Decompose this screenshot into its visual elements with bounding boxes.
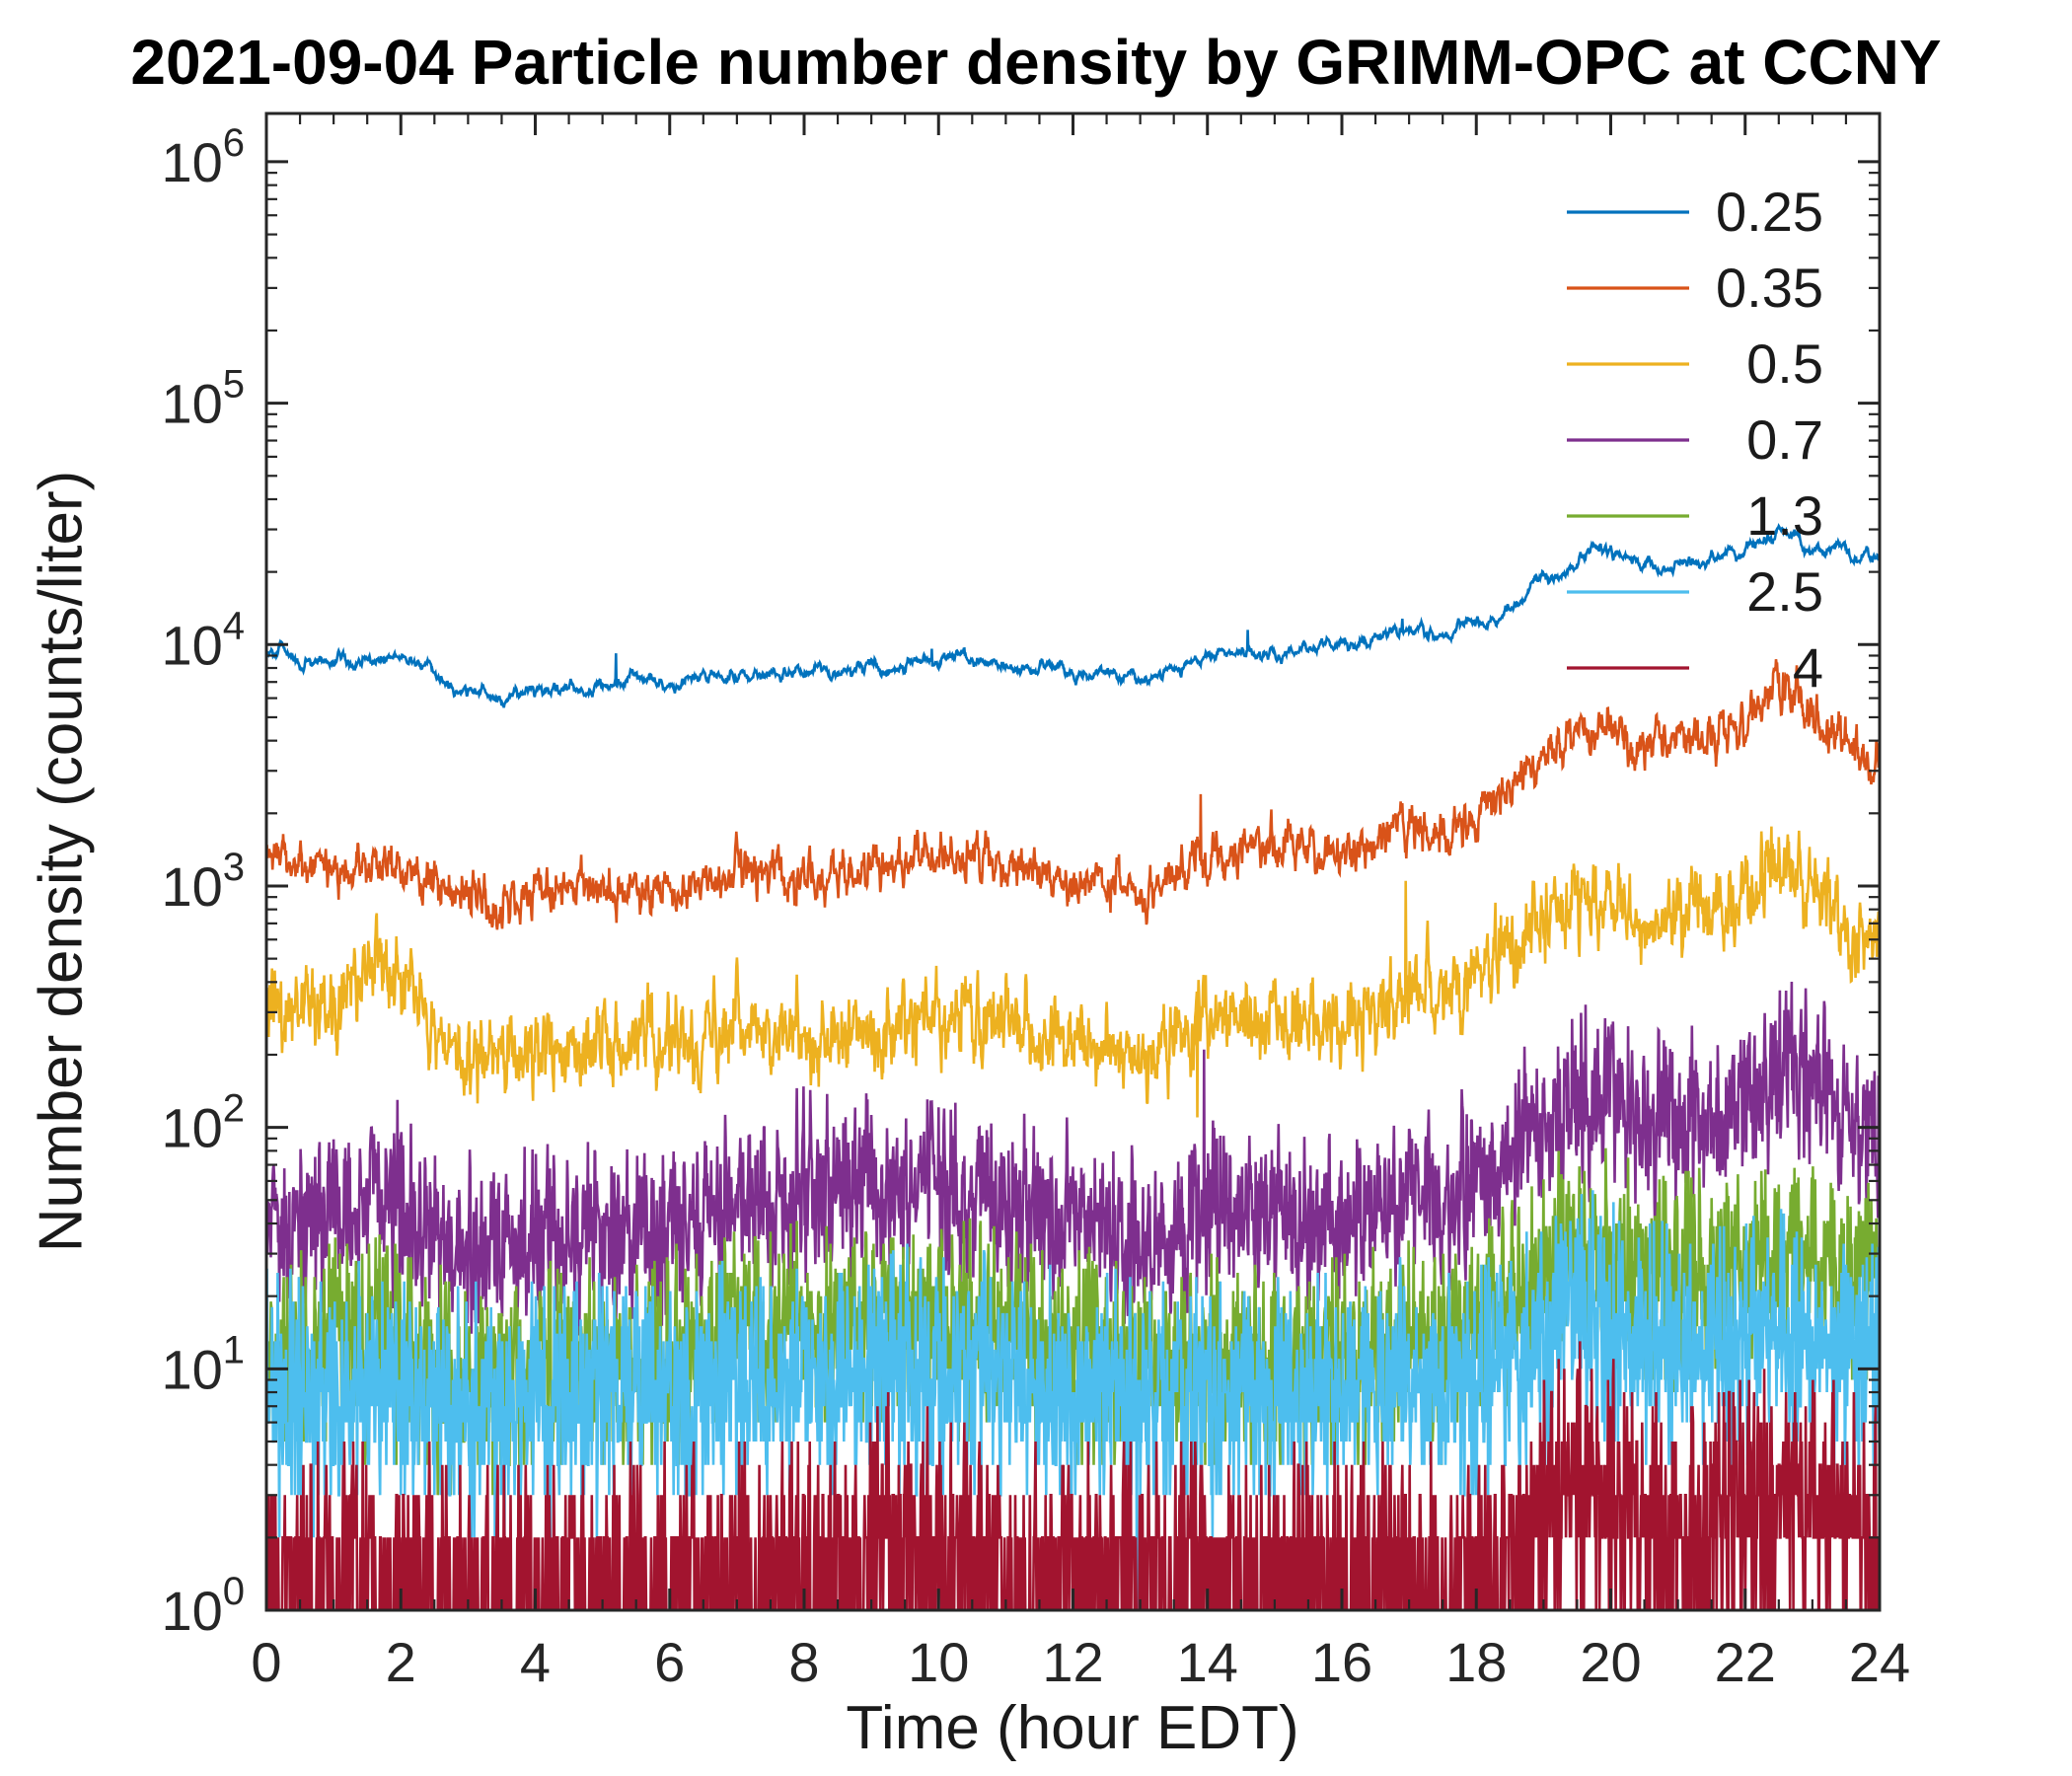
axes [264, 111, 1882, 1612]
legend-label-0.35: 0.35 [1716, 257, 1823, 319]
chart-title: 2021-09-04 Particle number density by GR… [130, 27, 1942, 98]
series-line-0.7 [266, 981, 1880, 1342]
x-tick-label: 2 [386, 1631, 416, 1693]
tick-labels: 0 2 4 6 8 10 12 14 16 18 20 22 241001011021031041051… [161, 121, 1910, 1693]
legend-label-0.25: 0.25 [1716, 181, 1823, 243]
series-line-0.35 [266, 659, 1880, 930]
y-tick-label: 100 [161, 1570, 245, 1642]
x-tick-label: 4 [520, 1631, 551, 1693]
legend-label-4: 4 [1793, 636, 1823, 699]
x-tick-label: 10 [908, 1631, 969, 1693]
y-tick-label: 104 [161, 604, 245, 676]
y-tick-label: 106 [161, 121, 245, 193]
x-tick-label: 0 [251, 1631, 281, 1693]
series-line-0.25 [266, 523, 1880, 708]
x-tick-label: 20 [1580, 1631, 1641, 1693]
x-tick-label: 12 [1042, 1631, 1103, 1693]
y-tick-label: 105 [161, 363, 245, 435]
y-tick-label: 103 [161, 846, 245, 918]
x-tick-label: 8 [788, 1631, 819, 1693]
y-axis-label: Number density (counts/liter) [27, 470, 96, 1253]
legend: 0.25 0.35 0.5 0.7 1.3 2.5 4 [1567, 181, 1823, 699]
x-tick-label: 6 [654, 1631, 685, 1693]
y-tick-label: 102 [161, 1087, 245, 1159]
legend-label-0.5: 0.5 [1746, 333, 1823, 395]
x-tick-label: 16 [1311, 1631, 1372, 1693]
x-tick-label: 22 [1715, 1631, 1776, 1693]
x-tick-label: 14 [1177, 1631, 1238, 1693]
legend-label-0.7: 0.7 [1746, 408, 1823, 471]
x-tick-label: 24 [1849, 1631, 1910, 1693]
legend-label-2.5: 2.5 [1746, 560, 1823, 623]
series-line-2.5 [266, 1190, 1880, 1611]
y-tick-label: 101 [161, 1328, 245, 1400]
x-axis-label: Time (hour EDT) [846, 1694, 1299, 1762]
series-lines [266, 523, 1880, 1612]
x-tick-label: 18 [1445, 1631, 1507, 1693]
legend-label-1.3: 1.3 [1746, 484, 1823, 547]
series-line-0.5 [266, 826, 1880, 1118]
